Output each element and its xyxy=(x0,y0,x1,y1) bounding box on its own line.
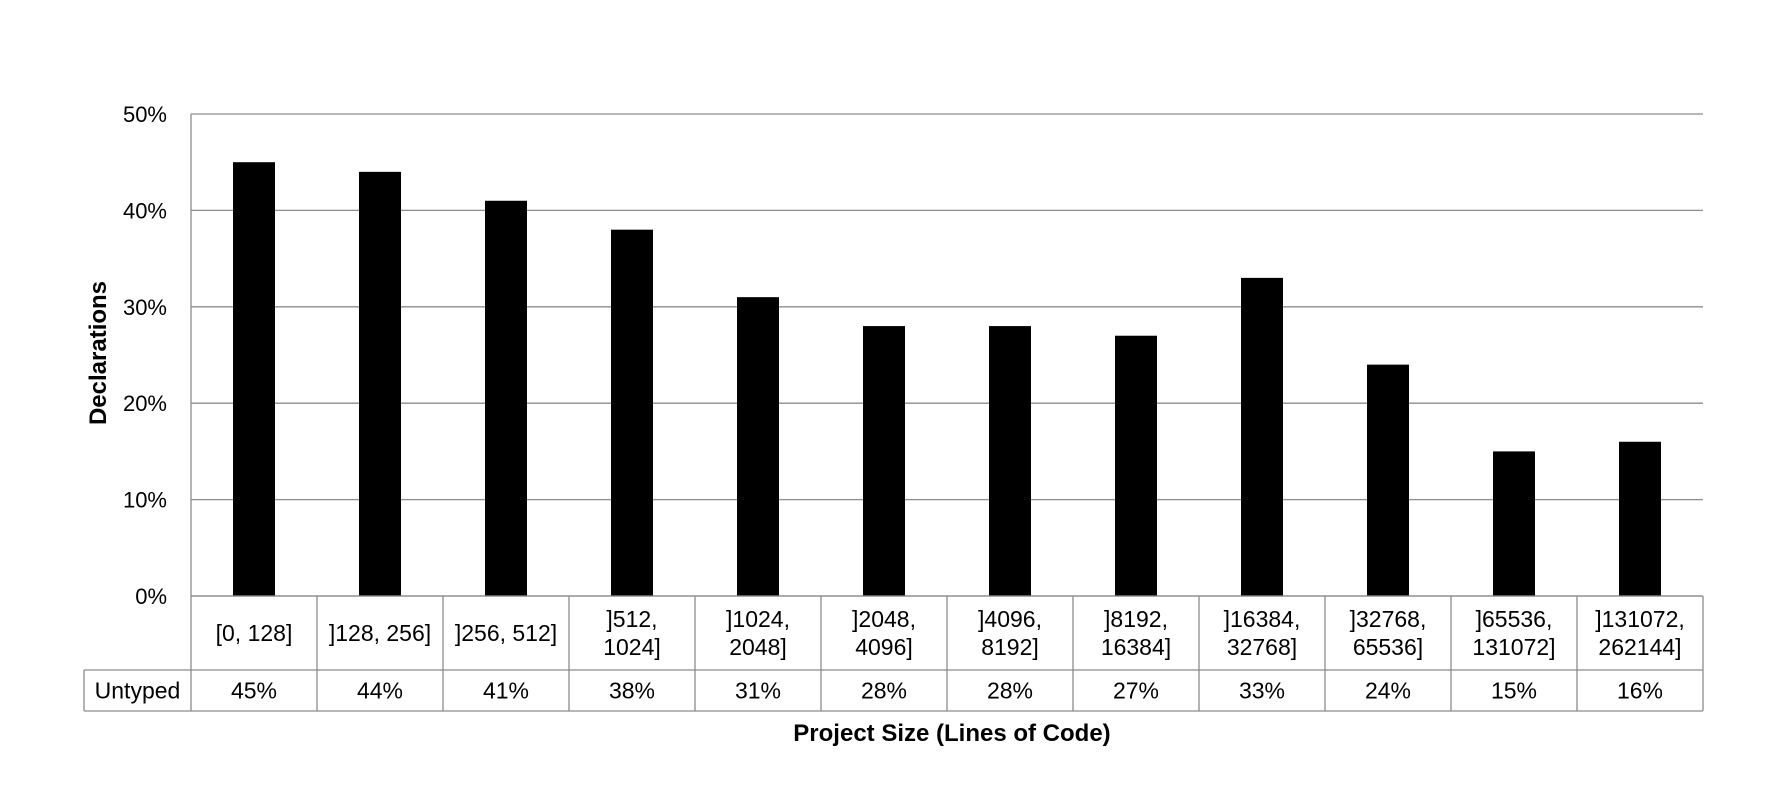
y-tick-label: 30% xyxy=(123,295,167,320)
bar xyxy=(1115,335,1157,596)
category-label: 8192] xyxy=(981,634,1039,660)
y-tick-label: 50% xyxy=(123,102,167,127)
category-label: 4096] xyxy=(855,634,913,660)
data-label: 45% xyxy=(231,678,277,704)
bar xyxy=(1241,277,1283,596)
series-name: Untyped xyxy=(95,678,181,704)
bar xyxy=(1493,451,1535,596)
category-label: ]4096, xyxy=(978,606,1042,632)
category-label: ]16384, xyxy=(1224,606,1301,632)
data-label: 44% xyxy=(357,678,403,704)
data-label: 41% xyxy=(483,678,529,704)
data-label: 24% xyxy=(1365,678,1411,704)
data-label: 31% xyxy=(735,678,781,704)
category-label: 1024] xyxy=(603,634,661,660)
bars xyxy=(233,162,1661,596)
bar xyxy=(359,171,401,596)
category-label: ]131072, xyxy=(1595,606,1685,632)
category-label: 65536] xyxy=(1353,634,1423,660)
category-label: [0, 128] xyxy=(216,620,293,646)
category-label: 262144] xyxy=(1598,634,1681,660)
data-label: 28% xyxy=(861,678,907,704)
bar xyxy=(611,229,653,596)
y-tick-label: 10% xyxy=(123,488,167,513)
y-tick-label: 0% xyxy=(135,584,167,609)
category-label: 16384] xyxy=(1101,634,1171,660)
category-label: ]32768, xyxy=(1350,606,1427,632)
y-axis-title: Declarations xyxy=(85,281,112,425)
bar xyxy=(989,326,1031,596)
category-label: ]512, xyxy=(606,606,657,632)
bar xyxy=(737,297,779,596)
bar xyxy=(863,326,905,596)
category-label: ]2048, xyxy=(852,606,916,632)
bar xyxy=(1367,364,1409,596)
category-label: 32768] xyxy=(1227,634,1297,660)
data-label: 28% xyxy=(987,678,1033,704)
data-label: 15% xyxy=(1491,678,1537,704)
y-axis-tick-labels: 0% 10% 20% 30% 40% 50% xyxy=(123,102,167,609)
category-label: ]65536, xyxy=(1476,606,1553,632)
bar xyxy=(1619,441,1661,596)
category-label: 131072] xyxy=(1472,634,1555,660)
category-label: ]256, 512] xyxy=(455,620,557,646)
x-axis-title: Project Size (Lines of Code) xyxy=(793,720,1110,747)
data-label: 38% xyxy=(609,678,655,704)
data-label: 16% xyxy=(1617,678,1663,704)
category-label: ]8192, xyxy=(1104,606,1168,632)
y-tick-label: 40% xyxy=(123,198,167,223)
bar xyxy=(233,162,275,596)
category-label: ]128, 256] xyxy=(329,620,431,646)
category-label: ]1024, xyxy=(726,606,790,632)
category-label: 2048] xyxy=(729,634,787,660)
gridlines xyxy=(190,113,1703,597)
bar xyxy=(485,200,527,596)
data-label: 27% xyxy=(1113,678,1159,704)
y-tick-label: 20% xyxy=(123,391,167,416)
data-table: [0, 128] ]128, 256] ]256, 512] ]512,1024] ]1… xyxy=(83,595,1704,712)
data-label: 33% xyxy=(1239,678,1285,704)
